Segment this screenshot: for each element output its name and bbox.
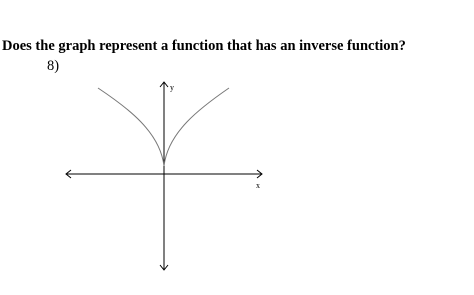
axes — [65, 81, 263, 271]
question-number: 8) — [47, 58, 60, 74]
x-axis-arrow-left — [65, 169, 72, 179]
y-axis-label: y — [170, 83, 174, 92]
x-axis-label: x — [256, 181, 260, 190]
curve — [97, 87, 230, 167]
x-axis-arrow-right — [256, 169, 263, 179]
y-axis-arrow-bottom — [159, 264, 169, 271]
y-axis-arrow-top — [159, 81, 169, 88]
question-text: Does the graph represent a function that… — [2, 38, 406, 54]
